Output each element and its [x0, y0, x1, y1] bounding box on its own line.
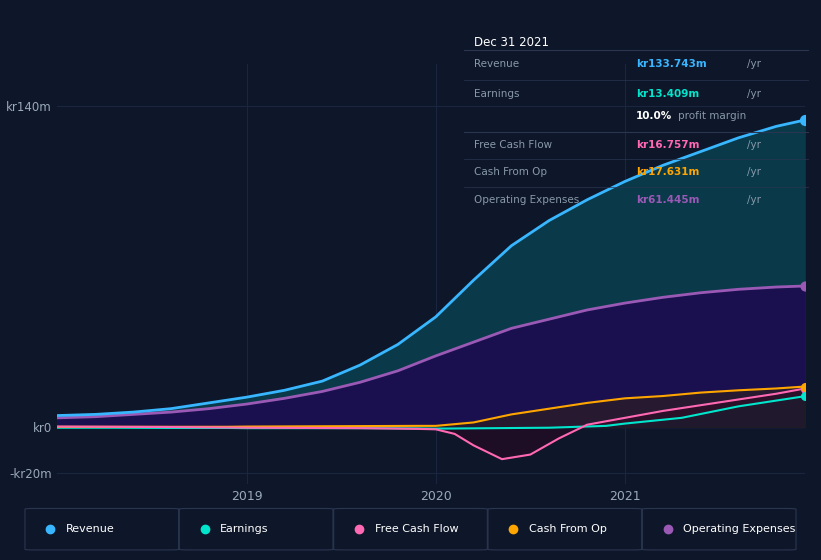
Point	[798, 384, 811, 393]
Text: /yr: /yr	[746, 59, 760, 69]
Text: Revenue: Revenue	[475, 59, 520, 69]
Text: Operating Expenses: Operating Expenses	[683, 524, 796, 534]
Text: Operating Expenses: Operating Expenses	[475, 195, 580, 205]
Text: /yr: /yr	[746, 140, 760, 150]
Text: Revenue: Revenue	[66, 524, 115, 534]
FancyBboxPatch shape	[333, 508, 488, 550]
Point	[798, 392, 811, 401]
Text: kr61.445m: kr61.445m	[636, 195, 699, 205]
Text: kr133.743m: kr133.743m	[636, 59, 707, 69]
FancyBboxPatch shape	[25, 508, 179, 550]
Text: Earnings: Earnings	[220, 524, 268, 534]
Text: 10.0%: 10.0%	[636, 111, 672, 121]
FancyBboxPatch shape	[488, 508, 642, 550]
Text: kr16.757m: kr16.757m	[636, 140, 699, 150]
Text: /yr: /yr	[746, 195, 760, 205]
FancyBboxPatch shape	[179, 508, 333, 550]
Text: Earnings: Earnings	[475, 88, 520, 99]
Point	[798, 382, 811, 391]
Text: kr13.409m: kr13.409m	[636, 88, 699, 99]
Text: profit margin: profit margin	[677, 111, 746, 121]
Text: /yr: /yr	[746, 88, 760, 99]
Text: Free Cash Flow: Free Cash Flow	[475, 140, 553, 150]
Text: Free Cash Flow: Free Cash Flow	[374, 524, 458, 534]
Text: /yr: /yr	[746, 167, 760, 178]
Point	[798, 282, 811, 291]
Text: Cash From Op: Cash From Op	[529, 524, 607, 534]
Text: Dec 31 2021: Dec 31 2021	[475, 35, 549, 49]
Point	[798, 115, 811, 124]
FancyBboxPatch shape	[642, 508, 796, 550]
Text: kr17.631m: kr17.631m	[636, 167, 699, 178]
Text: Cash From Op: Cash From Op	[475, 167, 548, 178]
